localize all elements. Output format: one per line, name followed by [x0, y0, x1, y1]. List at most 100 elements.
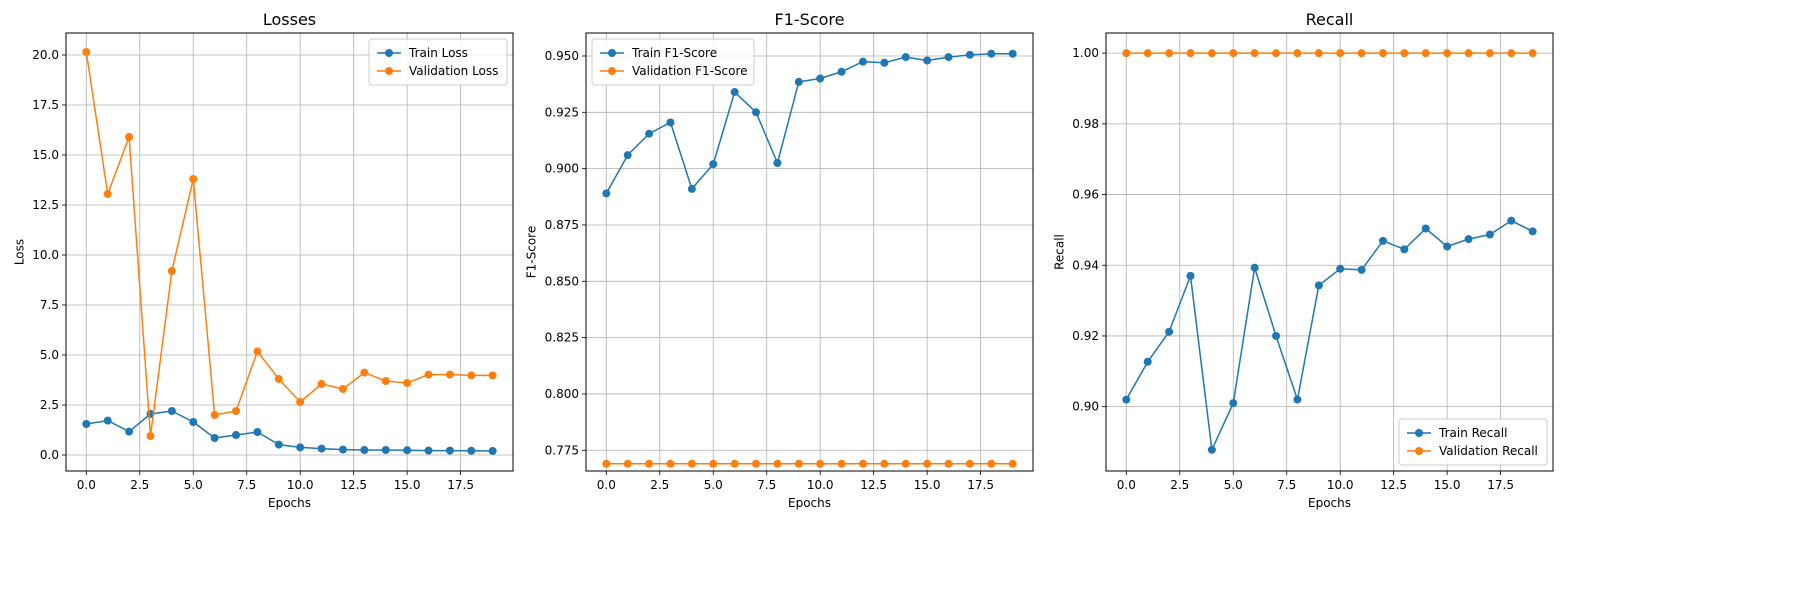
x-tick-label: 0.0	[597, 478, 616, 492]
y-tick-label: 15.0	[32, 148, 59, 162]
data-point-validation	[709, 459, 718, 468]
data-point-train	[445, 446, 454, 455]
legend-frame	[368, 38, 508, 86]
data-point-train	[1314, 281, 1323, 290]
legend-label: Validation F1-Score	[632, 64, 748, 78]
data-point-validation	[338, 385, 347, 393]
x-tick-label: 17.5	[967, 478, 994, 492]
data-point-train	[1008, 49, 1017, 58]
legend-item: Train Recall	[1407, 426, 1507, 440]
data-point-validation	[1485, 49, 1494, 58]
data-point-validation	[1122, 49, 1131, 58]
data-point-validation	[1314, 49, 1323, 58]
data-point-validation	[901, 459, 910, 468]
data-point-train	[709, 160, 718, 169]
data-point-train	[752, 108, 761, 117]
data-point-train	[274, 440, 283, 449]
data-point-train	[645, 129, 654, 138]
data-point-train	[773, 159, 782, 168]
x-tick-label: 15.0	[1434, 478, 1461, 492]
y-tick-label: 0.98	[1072, 117, 1099, 131]
data-point-validation	[1443, 49, 1452, 58]
data-point-validation	[125, 133, 134, 141]
data-point-train	[210, 434, 219, 442]
y-tick-label: 0.950	[545, 49, 579, 63]
data-point-train	[944, 53, 953, 62]
data-point-train	[232, 431, 241, 439]
data-point-validation	[445, 370, 454, 379]
data-point-train	[1443, 242, 1452, 251]
y-tick-label: 20.0	[32, 48, 59, 62]
data-point-validation	[403, 379, 412, 387]
y-tick-label: 2.5	[40, 398, 59, 412]
data-point-validation	[1378, 49, 1387, 58]
f1-score-chart: 0.0 2.5 5.0 7.5 10.0 12.5 15.0 17.5 0.775 0.800 0.…	[525, 10, 1034, 510]
data-point-train	[816, 74, 825, 83]
x-tick-label: 12.5	[340, 478, 367, 492]
legend-item: Validation Loss	[377, 64, 498, 78]
y-tick-label: 0.94	[1072, 258, 1099, 272]
legend: Train Loss Validation Loss	[368, 38, 508, 86]
x-tick-label: 0.0	[77, 478, 96, 492]
data-point-validation	[1421, 49, 1430, 58]
data-point-train	[923, 56, 932, 65]
data-point-validation	[1143, 49, 1152, 58]
legend-label: Train F1-Score	[631, 46, 717, 60]
data-point-validation	[103, 190, 112, 198]
y-tick-label: 10.0	[32, 248, 59, 262]
data-point-train	[880, 58, 889, 67]
data-point-train	[1485, 230, 1494, 239]
x-tick-label: 5.0	[704, 478, 723, 492]
data-point-validation	[837, 459, 846, 468]
data-point-validation	[1008, 459, 1017, 468]
data-point-train	[1336, 264, 1345, 273]
data-point-train	[338, 445, 347, 454]
y-tick-label: 0.825	[545, 331, 579, 345]
data-point-train	[837, 67, 846, 76]
data-point-validation	[1357, 49, 1366, 58]
data-point-validation	[1229, 49, 1238, 58]
x-axis-label: Epochs	[1308, 496, 1351, 510]
data-point-train	[794, 77, 803, 86]
x-tick-label: 0.0	[1117, 478, 1136, 492]
data-point-validation	[1507, 49, 1516, 58]
recall-chart: 0.0 2.5 5.0 7.5 10.0 12.5 15.0 17.5 0.90 0.92 0.94…	[1052, 10, 1554, 510]
data-point-train	[467, 446, 476, 455]
data-point-validation	[317, 380, 326, 388]
data-point-validation	[645, 459, 654, 468]
x-tick-label: 5.0	[184, 478, 203, 492]
data-point-train	[189, 418, 198, 426]
legend-item: Validation F1-Score	[600, 64, 748, 78]
data-point-validation	[944, 459, 953, 468]
data-point-validation	[1272, 49, 1281, 58]
x-tick-label: 2.5	[1170, 478, 1189, 492]
data-point-train	[1207, 445, 1216, 454]
data-point-train	[1357, 265, 1366, 274]
y-tick-label: 0.875	[545, 218, 579, 232]
data-point-validation	[146, 432, 155, 440]
data-point-validation	[816, 459, 825, 468]
x-tick-label: 12.5	[860, 478, 887, 492]
data-point-validation	[1336, 49, 1345, 58]
data-point-train	[103, 416, 112, 425]
x-tick-label: 17.5	[447, 478, 474, 492]
x-tick-label: 2.5	[130, 478, 149, 492]
data-point-train	[1143, 357, 1152, 366]
data-point-validation	[296, 398, 305, 406]
chart-title: F1-Score	[775, 10, 845, 29]
data-point-train	[1507, 216, 1516, 225]
data-point-validation	[253, 347, 262, 356]
data-point-train	[1186, 271, 1195, 280]
legend-label: Train Loss	[408, 46, 468, 60]
data-point-train	[623, 151, 632, 160]
data-point-train	[1165, 327, 1174, 336]
plot-frame	[65, 32, 514, 472]
x-tick-label: 7.5	[237, 478, 256, 492]
x-tick-label: 15.0	[914, 478, 941, 492]
data-point-validation	[1528, 49, 1537, 58]
data-point-train	[424, 446, 433, 455]
legend-swatch-marker	[608, 67, 616, 75]
data-point-validation	[424, 370, 433, 379]
data-point-train	[82, 420, 91, 428]
data-point-validation	[1250, 49, 1259, 58]
